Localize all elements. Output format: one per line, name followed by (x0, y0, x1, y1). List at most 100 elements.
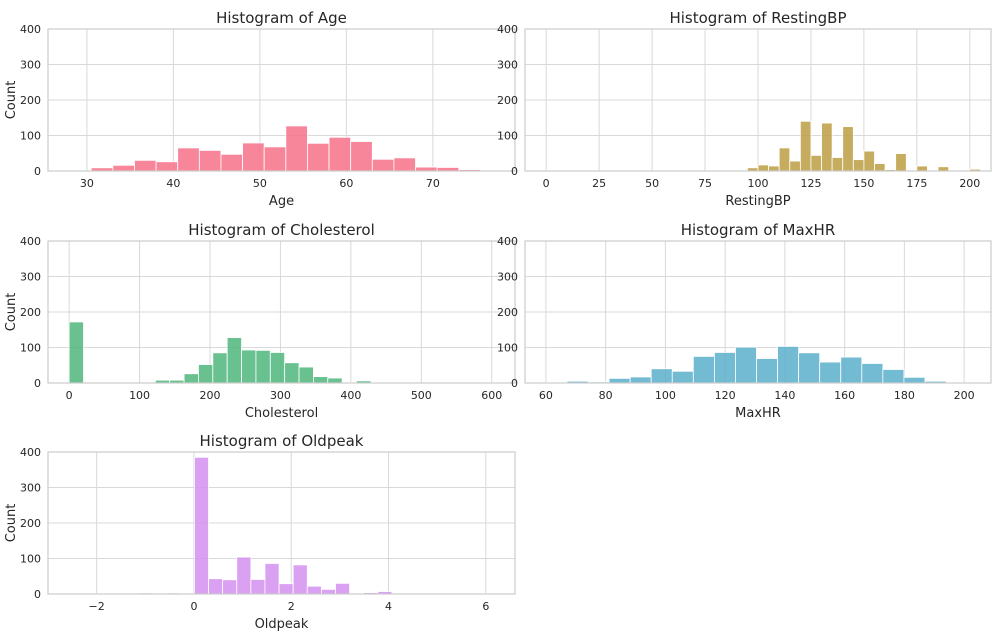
histogram-bar (321, 589, 335, 594)
x-tick-label: 400 (340, 389, 361, 402)
x-tick-label: 500 (411, 389, 432, 402)
histogram-bar (251, 579, 265, 594)
histogram-bar (875, 164, 886, 171)
histogram-bar (822, 123, 833, 171)
histogram-bar (862, 363, 883, 383)
chart-title: Histogram of MaxHR (681, 221, 836, 239)
x-tick-label: 160 (834, 389, 855, 402)
x-tick-label: 50 (253, 177, 267, 190)
histogram-bar (113, 165, 135, 171)
y-tick-label: 200 (20, 517, 41, 530)
histogram-bar (693, 356, 714, 383)
x-tick-label: 75 (698, 177, 712, 190)
histogram-bar (213, 353, 227, 383)
x-tick-label: 70 (426, 177, 440, 190)
histogram-bar (256, 350, 270, 383)
y-tick-label: 400 (497, 235, 518, 248)
y-tick-label: 0 (511, 377, 518, 390)
histogram-bar (799, 353, 820, 383)
x-tick-label: 600 (481, 389, 502, 402)
x-tick-label: 200 (959, 177, 980, 190)
histogram-bar (778, 346, 799, 383)
y-tick-label: 0 (34, 165, 41, 178)
histogram-bar (209, 579, 223, 594)
y-tick-label: 400 (20, 235, 41, 248)
histogram-bar (758, 165, 769, 171)
y-tick-label: 200 (20, 306, 41, 319)
histogram-bar (328, 378, 342, 383)
histogram-bar (811, 155, 822, 171)
x-tick-label: 175 (906, 177, 927, 190)
x-tick-label: 140 (774, 389, 795, 402)
y-tick-label: 300 (20, 482, 41, 495)
chart-title: Histogram of Age (216, 9, 347, 27)
histogram-bar (198, 365, 212, 383)
x-axis-label: RestingBP (725, 194, 790, 209)
x-tick-label: 0 (543, 177, 550, 190)
histogram-bar (609, 378, 630, 383)
y-tick-label: 300 (497, 59, 518, 72)
histogram-bar (757, 359, 778, 383)
x-tick-label: 200 (200, 389, 221, 402)
y-axis-label: Count (4, 81, 19, 120)
histogram-bar (293, 565, 307, 594)
x-tick-label: 180 (894, 389, 915, 402)
histogram-bar (883, 370, 904, 383)
y-tick-label: 100 (20, 130, 41, 143)
histogram-bar (904, 377, 925, 383)
x-tick-label: −2 (89, 600, 105, 613)
y-axis-label: Count (4, 293, 19, 332)
y-tick-label: 0 (34, 588, 41, 601)
histogram-bar (279, 584, 293, 594)
x-tick-label: 100 (129, 389, 150, 402)
y-tick-label: 0 (511, 165, 518, 178)
y-tick-label: 300 (20, 271, 41, 284)
histogram-bar (243, 143, 265, 171)
y-tick-label: 200 (497, 306, 518, 319)
y-tick-label: 200 (497, 94, 518, 107)
x-tick-label: 30 (80, 177, 94, 190)
histogram-bar (285, 363, 299, 383)
histogram-bar (841, 357, 862, 383)
histogram-bar (307, 143, 329, 171)
x-tick-label: 4 (385, 600, 392, 613)
x-tick-label: 150 (853, 177, 874, 190)
x-tick-label: 300 (270, 389, 291, 402)
histogram-bar (735, 347, 756, 383)
histogram-bar (194, 457, 208, 594)
y-tick-label: 400 (20, 23, 41, 36)
x-tick-label: 80 (599, 389, 613, 402)
y-tick-label: 300 (497, 271, 518, 284)
x-tick-label: 200 (954, 389, 975, 402)
histogram-bar (917, 166, 928, 171)
histogram-bar (299, 367, 313, 383)
histogram-bar (394, 158, 416, 171)
histogram-bar (69, 322, 83, 383)
histogram-bar (265, 563, 279, 594)
histogram-bar (896, 154, 907, 171)
histogram-bar (853, 160, 864, 171)
histogram-bar (843, 127, 854, 171)
histogram-bar (938, 167, 949, 171)
histogram-bar (286, 126, 308, 171)
histogram-bar (864, 151, 875, 171)
x-tick-label: 100 (655, 389, 676, 402)
histogram-bar (184, 374, 198, 383)
histogram-bar (779, 148, 790, 171)
x-tick-label: 0 (190, 600, 197, 613)
chart-title: Histogram of Cholesterol (188, 221, 374, 239)
histogram-bar (270, 352, 284, 383)
chart-title: Histogram of Oldpeak (200, 432, 364, 450)
x-axis-label: Oldpeak (255, 617, 309, 632)
y-tick-label: 100 (20, 342, 41, 355)
histogram-bar (313, 377, 327, 383)
histogram-bar (221, 154, 243, 171)
histogram-bar (672, 371, 693, 383)
x-tick-label: 40 (166, 177, 180, 190)
x-tick-label: 60 (539, 389, 553, 402)
